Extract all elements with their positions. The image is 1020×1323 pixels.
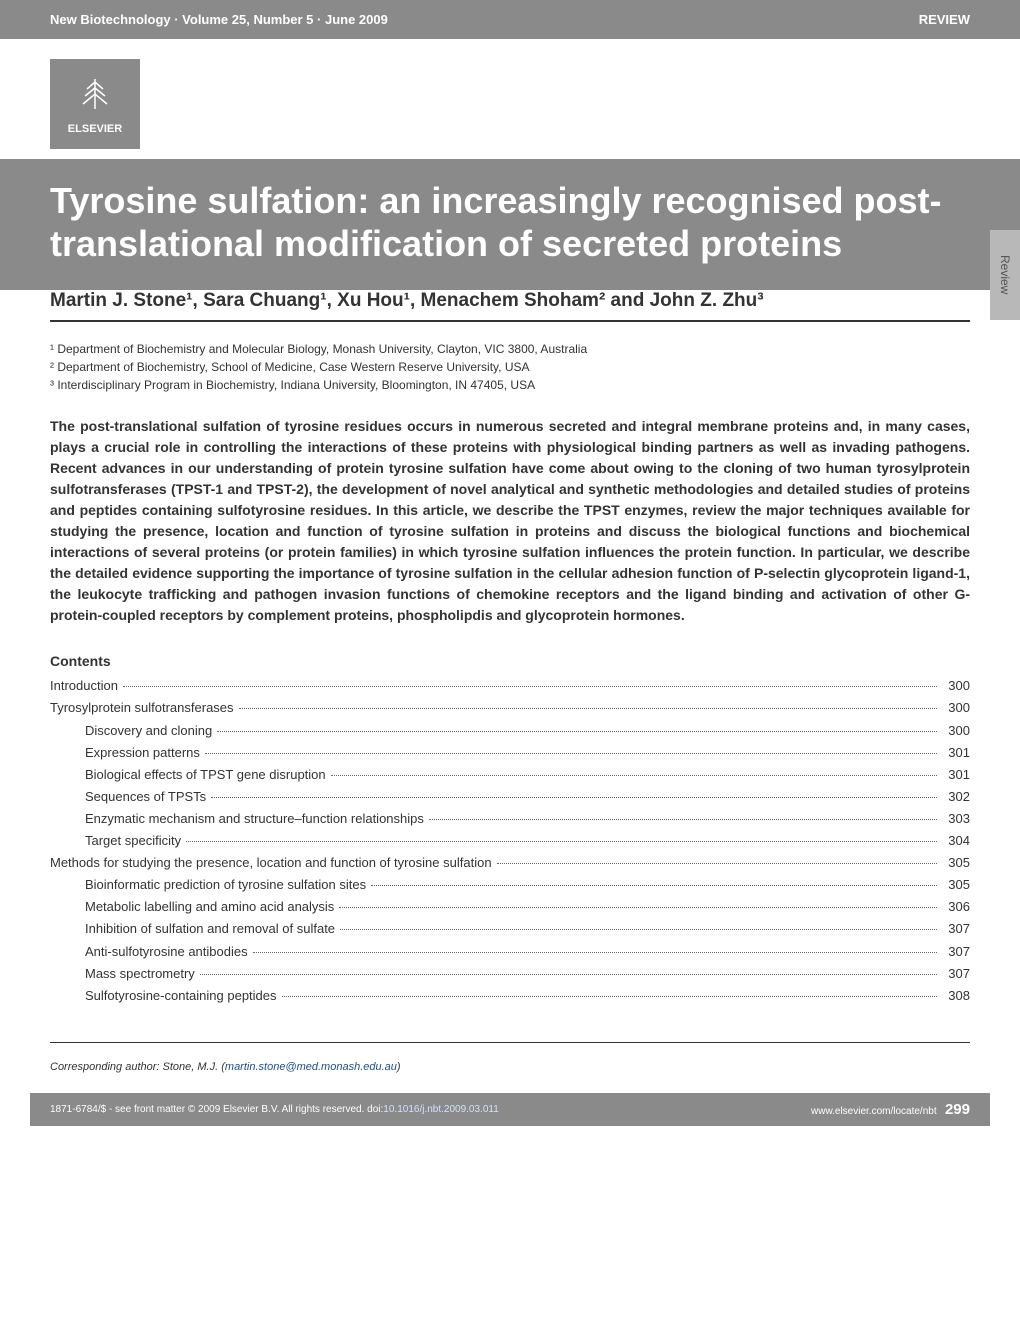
toc-item[interactable]: Expression patterns 301 (50, 742, 970, 764)
toc-item-label: Expression patterns (50, 742, 200, 764)
toc-dots (205, 753, 937, 754)
toc-item-page: 300 (942, 697, 970, 719)
toc-dots (239, 708, 938, 709)
toc-dots (331, 775, 938, 776)
authors-line: Martin J. Stone¹, Sara Chuang¹, Xu Hou¹,… (50, 290, 970, 320)
toc-item-label: Sequences of TPSTs (50, 786, 206, 808)
toc-item-label: Mass spectrometry (50, 963, 195, 985)
toc-item-label: Anti-sulfotyrosine antibodies (50, 941, 248, 963)
affiliation-3: ³ Interdisciplinary Program in Biochemis… (50, 376, 970, 394)
side-tab-review: Review (990, 230, 1020, 320)
toc-list: Introduction300Tyrosylprotein sulfotrans… (50, 675, 970, 1006)
corresponding-email[interactable]: martin.stone@med.monash.edu.au (225, 1061, 397, 1073)
toc-item-page: 307 (942, 941, 970, 963)
toc-item-page: 304 (942, 830, 970, 852)
toc-item[interactable]: Inhibition of sulfation and removal of s… (50, 918, 970, 940)
toc-dots (186, 841, 937, 842)
toc-item-page: 305 (942, 852, 970, 874)
toc-dots (340, 929, 937, 930)
corresponding-author: Corresponding author: Stone, M.J. (marti… (50, 1042, 970, 1081)
toc-item-label: Biological effects of TPST gene disrupti… (50, 764, 326, 786)
title-section: Tyrosine sulfation: an increasingly reco… (0, 159, 1020, 290)
toc-dots (282, 996, 938, 997)
toc-item-page: 307 (942, 918, 970, 940)
toc-item-page: 301 (942, 764, 970, 786)
toc-item-page: 305 (942, 874, 970, 896)
toc-dots (497, 863, 938, 864)
toc-item[interactable]: Target specificity 304 (50, 830, 970, 852)
toc-item-page: 300 (942, 720, 970, 742)
toc-item-page: 303 (942, 808, 970, 830)
toc-item-page: 308 (942, 985, 970, 1007)
toc-item[interactable]: Discovery and cloning 300 (50, 720, 970, 742)
toc-item[interactable]: Mass spectrometry 307 (50, 963, 970, 985)
toc-dots (217, 731, 937, 732)
toc-dots (429, 819, 937, 820)
toc-dots (211, 797, 937, 798)
toc-dots (123, 686, 937, 687)
page: New Biotechnology · Volume 25, Number 5 … (0, 0, 1020, 1323)
affiliation-1: ¹ Department of Biochemistry and Molecul… (50, 340, 970, 358)
article-type-badge: REVIEW (919, 12, 970, 27)
journal-info: New Biotechnology · Volume 25, Number 5 … (50, 12, 388, 27)
corresponding-name: Stone, M.J. (163, 1061, 219, 1073)
toc-item-label: Tyrosylprotein sulfotransferases (50, 697, 234, 719)
toc-dots (253, 952, 938, 953)
toc-item[interactable]: Anti-sulfotyrosine antibodies 307 (50, 941, 970, 963)
toc-item[interactable]: Biological effects of TPST gene disrupti… (50, 764, 970, 786)
contents-section: Contents Introduction300Tyrosylprotein s… (50, 638, 970, 1021)
affiliation-2: ² Department of Biochemistry, School of … (50, 358, 970, 376)
publisher-logo: ELSEVIER (50, 59, 140, 149)
toc-item-label: Inhibition of sulfation and removal of s… (50, 918, 335, 940)
toc-item-label: Sulfotyrosine-containing peptides (50, 985, 277, 1007)
logo-section: ELSEVIER (0, 39, 1020, 159)
toc-item[interactable]: Metabolic labelling and amino acid analy… (50, 896, 970, 918)
journal-url: www.elsevier.com/locate/nbt (811, 1106, 937, 1117)
toc-item-page: 306 (942, 896, 970, 918)
contents-header: Contents (50, 653, 970, 669)
toc-dots (200, 974, 937, 975)
toc-item-label: Introduction (50, 675, 118, 697)
affiliations: ¹ Department of Biochemistry and Molecul… (50, 322, 970, 404)
publisher-name: ELSEVIER (68, 123, 122, 135)
doi-link[interactable]: 10.1016/j.nbt.2009.03.011 (383, 1104, 498, 1115)
toc-item-label: Bioinformatic prediction of tyrosine sul… (50, 874, 366, 896)
toc-item-page: 300 (942, 675, 970, 697)
copyright-text: 1871-6784/$ - see front matter © 2009 El… (50, 1104, 383, 1115)
toc-item[interactable]: Sequences of TPSTs 302 (50, 786, 970, 808)
corresponding-label: Corresponding author: (50, 1061, 159, 1073)
header-bar: New Biotechnology · Volume 25, Number 5 … (0, 0, 1020, 39)
toc-item-page: 301 (942, 742, 970, 764)
toc-item-label: Discovery and cloning (50, 720, 212, 742)
abstract: The post-translational sulfation of tyro… (50, 404, 970, 638)
toc-item[interactable]: Introduction 300 (50, 675, 970, 697)
toc-item[interactable]: Enzymatic mechanism and structure–functi… (50, 808, 970, 830)
page-number: 299 (945, 1101, 970, 1118)
bottom-bar: 1871-6784/$ - see front matter © 2009 El… (30, 1093, 990, 1126)
article-title: Tyrosine sulfation: an increasingly reco… (50, 179, 970, 265)
toc-item-label: Enzymatic mechanism and structure–functi… (50, 808, 424, 830)
toc-item[interactable]: Tyrosylprotein sulfotransferases 300 (50, 697, 970, 719)
toc-item[interactable]: Methods for studying the presence, locat… (50, 852, 970, 874)
toc-item-label: Methods for studying the presence, locat… (50, 852, 492, 874)
toc-item-page: 307 (942, 963, 970, 985)
toc-dots (339, 907, 937, 908)
toc-dots (371, 885, 937, 886)
toc-item[interactable]: Bioinformatic prediction of tyrosine sul… (50, 874, 970, 896)
toc-item-page: 302 (942, 786, 970, 808)
toc-item-label: Target specificity (50, 830, 181, 852)
toc-item-label: Metabolic labelling and amino acid analy… (50, 896, 334, 918)
toc-item[interactable]: Sulfotyrosine-containing peptides 308 (50, 985, 970, 1007)
elsevier-tree-icon (75, 74, 115, 119)
